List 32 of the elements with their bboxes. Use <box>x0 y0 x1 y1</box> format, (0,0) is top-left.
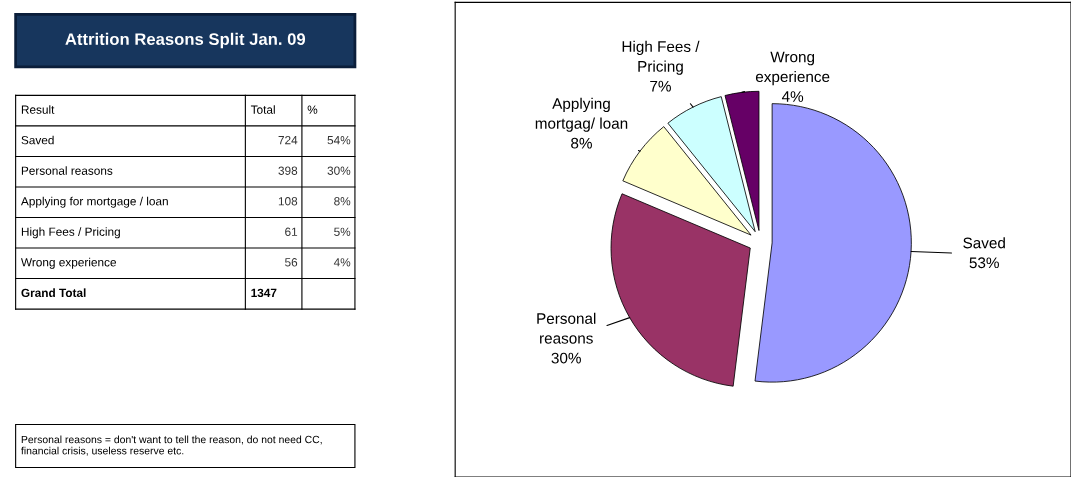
data-label: 61 <box>285 227 298 236</box>
data-label: 4% <box>333 258 351 267</box>
category-label: Personal reasons <box>21 166 113 175</box>
data-label: 30% <box>327 166 351 175</box>
data-label: 8% <box>334 197 351 206</box>
slice-label: Applying mortgag/ loan <box>535 97 628 132</box>
category-label: Saved <box>21 135 54 145</box>
data-label: 53% <box>969 257 999 269</box>
data-label: 7% <box>650 80 671 92</box>
text: % <box>307 105 318 114</box>
text: Total <box>250 105 275 114</box>
data-label: 1347 <box>251 288 277 298</box>
text: Personal reasons = don't want to tell the reason, do not need CC, financial crisis, useless reserve etc. <box>21 435 322 456</box>
data-label: 30% <box>551 352 581 364</box>
category-label: High Fees / Pricing <box>21 227 120 239</box>
data-label: 56 <box>285 258 298 267</box>
slice-label: Wrong experience <box>755 51 830 86</box>
data-label: 398 <box>278 166 298 175</box>
data-label: 4% <box>781 91 804 102</box>
text: Attrition Reasons Split Jan. 09 <box>65 32 306 49</box>
text: Result <box>21 105 55 114</box>
category-label: Wrong experience <box>20 257 117 269</box>
slice-label: Saved <box>963 237 1005 249</box>
slice-label: High Fees / Pricing <box>622 40 700 75</box>
category-label: Grand Total <box>21 288 86 297</box>
legend-label: Personal reasons <box>537 312 596 344</box>
data-label: 724 <box>278 136 298 145</box>
category-label: Applying for mortgage / loan <box>20 196 168 208</box>
data-label: 108 <box>278 197 298 206</box>
data-label: 5% <box>334 227 351 236</box>
data-label: 8% <box>571 137 592 149</box>
data-label: 54% <box>327 136 351 145</box>
